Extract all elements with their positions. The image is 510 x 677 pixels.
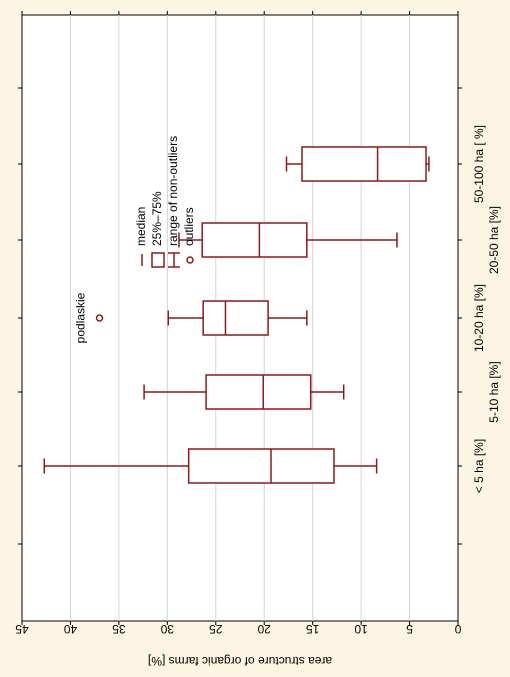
value-ticks: 0 5 10 15 20 25 30 35 40 45 bbox=[15, 11, 461, 636]
box-1 bbox=[143, 374, 345, 410]
iqr-box-2 bbox=[202, 300, 269, 336]
iqr-box-0 bbox=[187, 448, 335, 484]
tick-label-5: 5 bbox=[406, 622, 413, 636]
legend-label-0: median bbox=[134, 207, 148, 246]
box-0 bbox=[43, 448, 378, 484]
box-4 bbox=[285, 146, 430, 182]
outlier-point-0 bbox=[95, 314, 104, 322]
legend-entry-3: outliers bbox=[182, 207, 196, 264]
legend-label-2: range of non-outliers bbox=[166, 136, 180, 246]
gridlines bbox=[69, 15, 411, 621]
tick-label-15: 15 bbox=[306, 622, 320, 636]
legend-label-3: outliers bbox=[182, 207, 196, 246]
legend-entry-2: range of non-outliers bbox=[166, 136, 180, 268]
value-axis-label: area structure of organic farms [%] bbox=[148, 654, 332, 668]
legend-entry-0: median bbox=[134, 207, 148, 266]
tick-label-30: 30 bbox=[160, 622, 174, 636]
tick-label-25: 25 bbox=[209, 622, 223, 636]
category-label-0: < 5 ha [%] bbox=[472, 439, 486, 493]
box-3 bbox=[178, 222, 398, 258]
tick-label-20: 20 bbox=[257, 622, 271, 636]
category-label-4: 50-100 ha [ %] bbox=[472, 125, 486, 203]
category-label-3: 20-50 ha [%] bbox=[487, 206, 501, 274]
category-label-1: 5-10 ha [%] bbox=[487, 361, 501, 422]
boxes bbox=[43, 146, 430, 484]
legend-box-symbol bbox=[151, 252, 165, 268]
iqr-box-4 bbox=[301, 146, 427, 182]
iqr-box-3 bbox=[201, 222, 308, 258]
legend-entry-1: 25%–75% bbox=[150, 191, 165, 268]
box-2 bbox=[167, 300, 308, 336]
outlier-label-0: podlaskie bbox=[74, 292, 88, 343]
iqr-box-1 bbox=[205, 374, 312, 410]
legend-outlier-symbol bbox=[186, 256, 194, 264]
tick-label-0: 0 bbox=[454, 622, 461, 636]
category-label-2: 10-20 ha [%] bbox=[472, 284, 486, 352]
legend: median 25%–75% range of non-outliers outlie… bbox=[134, 136, 196, 268]
tick-label-35: 35 bbox=[112, 622, 126, 636]
category-ticks: < 5 ha [%] 5-10 ha [%]10-20 ha [%]20-50 h… bbox=[18, 87, 501, 545]
tick-label-10: 10 bbox=[354, 622, 368, 636]
tick-label-40: 40 bbox=[63, 622, 77, 636]
outliers: podlaskie bbox=[74, 292, 104, 343]
legend-label-1: 25%–75% bbox=[150, 191, 164, 246]
tick-label-45: 45 bbox=[15, 622, 29, 636]
